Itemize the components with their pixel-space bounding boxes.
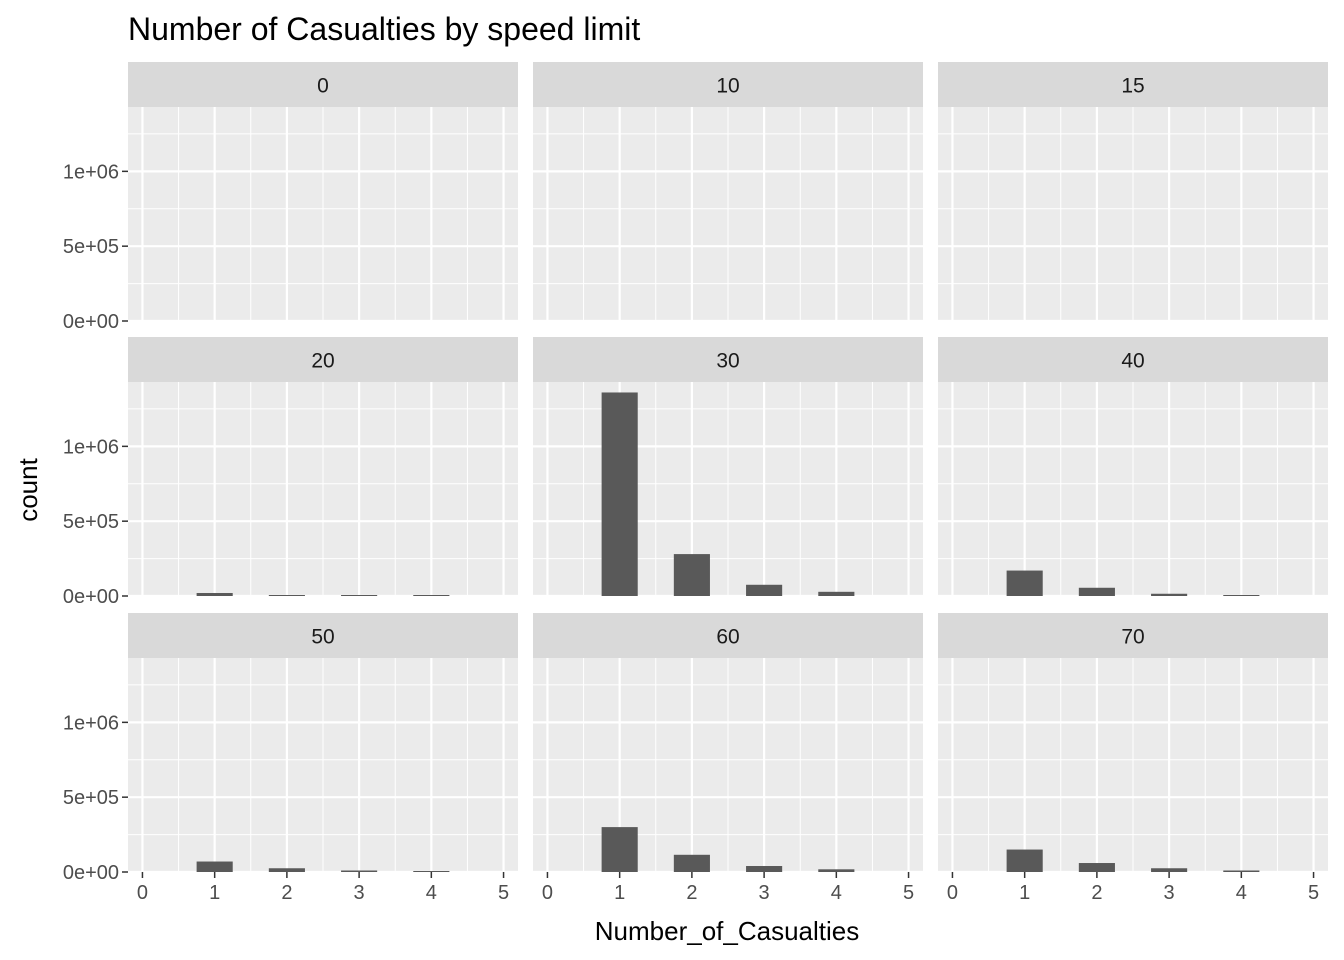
bar-60-2 <box>673 854 710 872</box>
y-tick-label: 0e+00 <box>63 311 119 333</box>
x-tick-label: 4 <box>831 882 842 904</box>
y-tick-label: 1e+06 <box>63 436 119 458</box>
facet-strip <box>533 613 923 658</box>
y-tick-label: 5e+05 <box>63 787 119 809</box>
chart-title: Number of Casualties by speed limit <box>128 11 640 47</box>
x-tick-label: 4 <box>1236 882 1247 904</box>
x-tick-label: 0 <box>137 882 148 904</box>
bar-60-1 <box>601 827 638 872</box>
bar-30-3 <box>746 584 783 596</box>
x-tick-label: 2 <box>1091 882 1102 904</box>
bar-50-1 <box>196 861 233 872</box>
y-tick-label: 5e+05 <box>63 511 119 533</box>
facet-strip <box>128 62 518 107</box>
x-tick-label: 2 <box>686 882 697 904</box>
facet-panel-20: 20 0e+00 5e+05 1e+06 <box>63 337 518 608</box>
bar-40-4 <box>1223 595 1260 596</box>
bar-40-2 <box>1078 587 1115 596</box>
x-tick-label: 1 <box>1019 882 1030 904</box>
y-tick-label: 1e+06 <box>63 712 119 734</box>
facet-panel-70: 70 0 1 2 3 4 5 <box>938 613 1328 904</box>
facet-strip <box>938 62 1328 107</box>
facet-strip-label: 50 <box>311 626 334 649</box>
facet-strip-label: 40 <box>1121 350 1144 373</box>
bar-50-3 <box>341 870 378 872</box>
x-tick-label: 2 <box>281 882 292 904</box>
y-tick-label: 0e+00 <box>63 862 119 884</box>
facet-strip <box>533 62 923 107</box>
bar-70-3 <box>1151 868 1188 872</box>
facet-panel-30: 30 <box>533 337 923 598</box>
x-tick-label: 5 <box>1308 882 1319 904</box>
facet-strip <box>938 337 1328 382</box>
facet-strip-label: 0 <box>317 75 329 98</box>
facet-panel-15: 15 <box>938 62 1328 323</box>
bar-60-3 <box>746 866 783 872</box>
x-tick-label: 0 <box>542 882 553 904</box>
facet-panel-40: 40 <box>938 337 1328 598</box>
facet-strip <box>128 613 518 658</box>
facet-strip-label: 10 <box>716 75 739 98</box>
bar-60-4 <box>818 869 855 872</box>
facet-strip <box>533 337 923 382</box>
bar-20-3 <box>341 595 378 596</box>
bar-20-1 <box>196 593 233 596</box>
x-tick-label: 1 <box>209 882 220 904</box>
bar-70-4 <box>1223 870 1260 872</box>
bar-20-4 <box>413 595 450 596</box>
x-tick-label: 5 <box>903 882 914 904</box>
bar-30-4 <box>818 591 855 596</box>
y-tick-label: 1e+06 <box>63 161 119 183</box>
bar-50-4 <box>413 871 450 872</box>
facet-strip <box>938 613 1328 658</box>
bar-70-1 <box>1006 849 1043 872</box>
bar-50-2 <box>268 868 305 872</box>
bar-40-3 <box>1151 593 1188 596</box>
facet-panel-10: 10 <box>533 62 923 323</box>
x-tick-label: 0 <box>947 882 958 904</box>
x-tick-label: 5 <box>498 882 509 904</box>
facet-strip-label: 20 <box>311 350 334 373</box>
x-tick-label: 3 <box>1164 882 1175 904</box>
facet-strip-label: 70 <box>1121 626 1144 649</box>
facet-panel-50: 50 0e+00 5e+05 1e+06 0 1 2 3 4 5 <box>63 613 518 904</box>
bar-30-2 <box>673 554 710 596</box>
y-axis-title: count <box>13 457 43 521</box>
bar-40-1 <box>1006 570 1043 596</box>
facet-strip-label: 15 <box>1121 75 1144 98</box>
facet-strip-label: 60 <box>716 626 739 649</box>
x-axis-title: Number_of_Casualties <box>595 916 859 946</box>
x-tick-label: 3 <box>759 882 770 904</box>
facet-panel-0: 0 0e+00 5e+05 1e+06 <box>63 62 518 333</box>
facet-strip <box>128 337 518 382</box>
y-tick-label: 5e+05 <box>63 236 119 258</box>
facet-panel-60: 60 0 1 2 3 4 5 <box>533 613 923 904</box>
x-tick-label: 1 <box>614 882 625 904</box>
bar-30-1 <box>601 392 638 596</box>
x-tick-label: 3 <box>354 882 365 904</box>
facet-strip-label: 30 <box>716 350 739 373</box>
y-tick-label: 0e+00 <box>63 586 119 608</box>
bar-20-2 <box>268 595 305 596</box>
bar-70-2 <box>1078 863 1115 872</box>
x-tick-label: 4 <box>426 882 437 904</box>
